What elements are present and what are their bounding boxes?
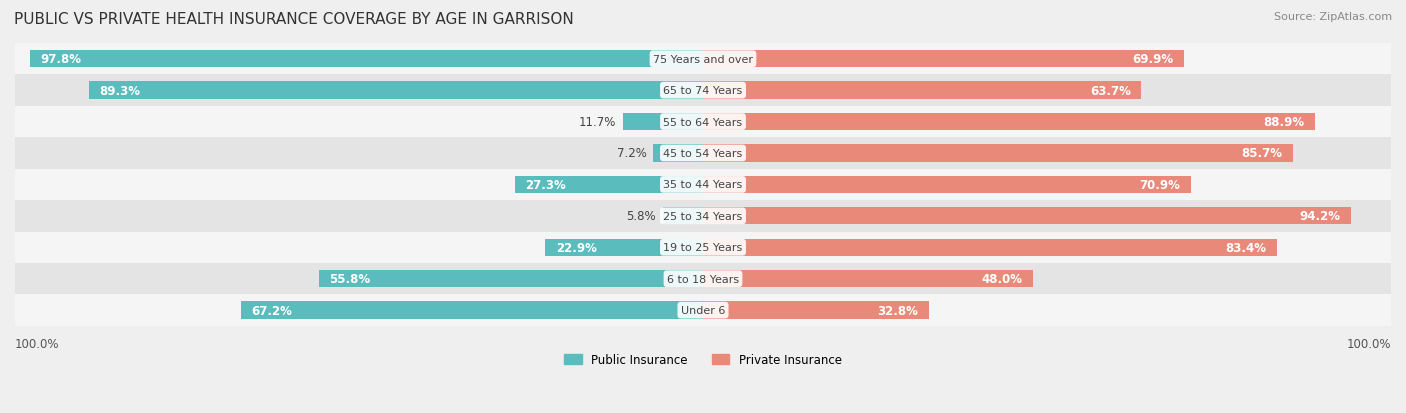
Bar	[703, 82, 1142, 100]
Text: 88.9%: 88.9%	[1263, 116, 1305, 129]
Text: 45 to 54 Years: 45 to 54 Years	[664, 149, 742, 159]
Text: 19 to 25 Years: 19 to 25 Years	[664, 243, 742, 253]
Text: 55.8%: 55.8%	[329, 273, 371, 285]
Bar	[240, 302, 703, 319]
Bar	[703, 176, 1191, 194]
Bar	[15, 295, 1391, 326]
Bar	[703, 239, 1277, 256]
Text: 100.0%: 100.0%	[1347, 337, 1391, 350]
Text: 25 to 34 Years: 25 to 34 Years	[664, 211, 742, 221]
Text: 35 to 44 Years: 35 to 44 Years	[664, 180, 742, 190]
Text: 63.7%: 63.7%	[1090, 84, 1130, 97]
Text: 75 Years and over: 75 Years and over	[652, 55, 754, 64]
Bar	[15, 201, 1391, 232]
Text: Under 6: Under 6	[681, 305, 725, 316]
Bar	[623, 114, 703, 131]
Text: 7.2%: 7.2%	[617, 147, 647, 160]
Bar	[15, 44, 1391, 75]
Text: 94.2%: 94.2%	[1299, 210, 1341, 223]
Text: 89.3%: 89.3%	[98, 84, 141, 97]
Bar	[15, 169, 1391, 201]
Bar	[89, 82, 703, 100]
Text: 67.2%: 67.2%	[252, 304, 292, 317]
Bar	[703, 271, 1033, 287]
Bar	[546, 239, 703, 256]
Bar	[319, 271, 703, 287]
Text: 100.0%: 100.0%	[15, 337, 59, 350]
Text: 83.4%: 83.4%	[1226, 241, 1267, 254]
Text: 65 to 74 Years: 65 to 74 Years	[664, 86, 742, 96]
Text: 69.9%: 69.9%	[1132, 53, 1174, 66]
Text: Source: ZipAtlas.com: Source: ZipAtlas.com	[1274, 12, 1392, 22]
Text: 11.7%: 11.7%	[578, 116, 616, 129]
Bar	[654, 145, 703, 162]
Text: 22.9%: 22.9%	[555, 241, 596, 254]
Bar	[703, 302, 929, 319]
Text: 5.8%: 5.8%	[627, 210, 657, 223]
Legend: Public Insurance, Private Insurance: Public Insurance, Private Insurance	[560, 349, 846, 371]
Text: 85.7%: 85.7%	[1241, 147, 1282, 160]
Text: 97.8%: 97.8%	[41, 53, 82, 66]
Bar	[15, 232, 1391, 263]
Bar	[515, 176, 703, 194]
Text: 32.8%: 32.8%	[877, 304, 918, 317]
Text: 55 to 64 Years: 55 to 64 Years	[664, 117, 742, 127]
Bar	[30, 51, 703, 68]
Bar	[703, 114, 1315, 131]
Bar	[15, 263, 1391, 295]
Text: 48.0%: 48.0%	[981, 273, 1024, 285]
Bar	[15, 138, 1391, 169]
Text: 27.3%: 27.3%	[526, 178, 567, 192]
Text: PUBLIC VS PRIVATE HEALTH INSURANCE COVERAGE BY AGE IN GARRISON: PUBLIC VS PRIVATE HEALTH INSURANCE COVER…	[14, 12, 574, 27]
Text: 70.9%: 70.9%	[1140, 178, 1181, 192]
Bar	[703, 145, 1292, 162]
Bar	[664, 208, 703, 225]
Bar	[703, 208, 1351, 225]
Text: 6 to 18 Years: 6 to 18 Years	[666, 274, 740, 284]
Bar	[703, 51, 1184, 68]
Bar	[15, 107, 1391, 138]
Bar	[15, 75, 1391, 107]
